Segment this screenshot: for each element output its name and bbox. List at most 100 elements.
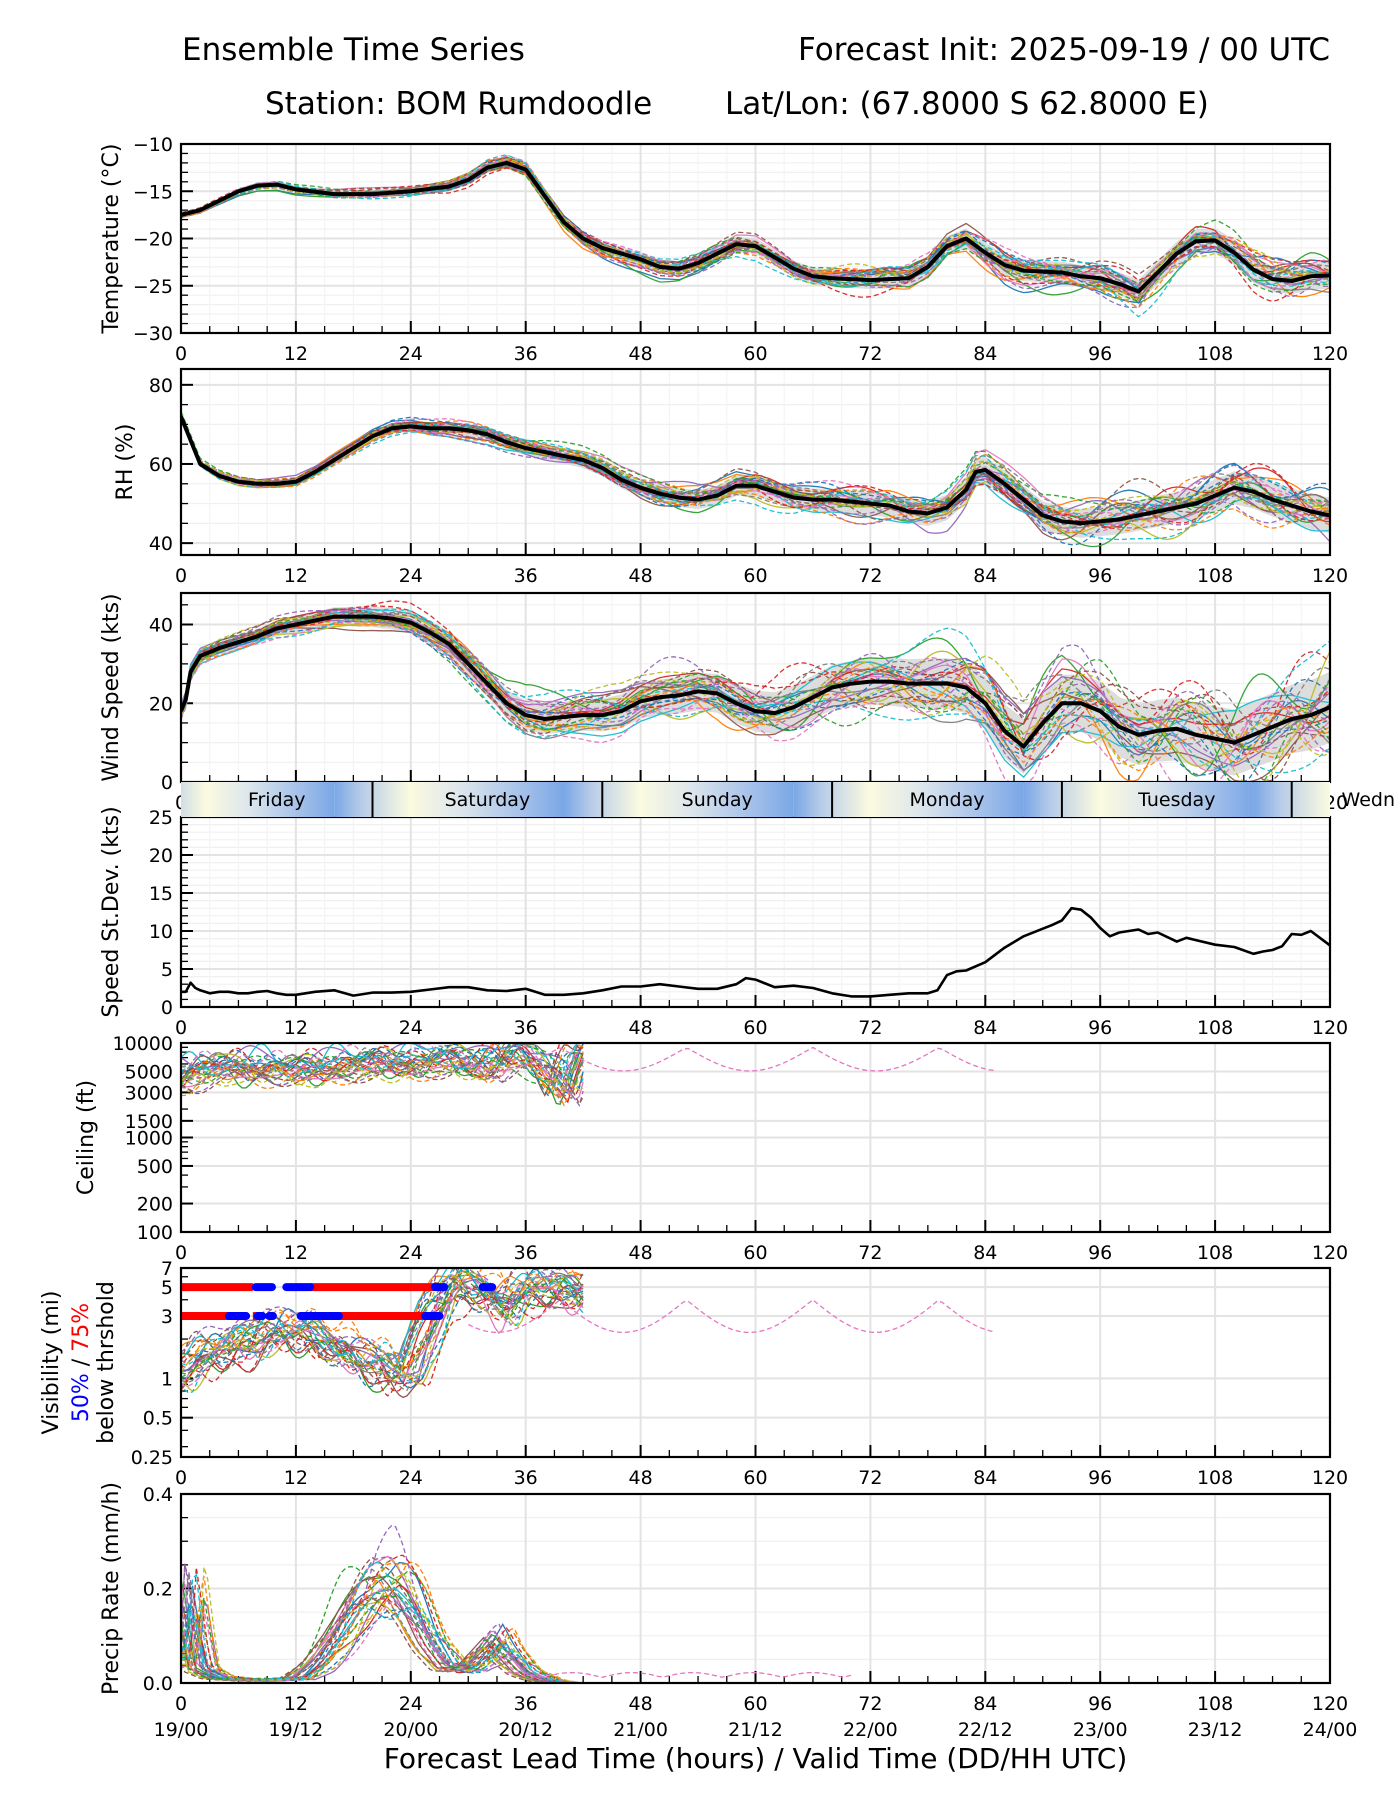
ytick-label: 5 — [161, 959, 173, 981]
member-line — [181, 1043, 584, 1098]
member-line — [181, 1571, 1327, 1683]
latlon-label: Lat/Lon: (67.8000 S 62.8000 E) — [725, 86, 1209, 122]
xtick-label: 108 — [1197, 1017, 1233, 1039]
ytick-label: −20 — [133, 229, 173, 251]
ytick-label: 25 — [149, 807, 173, 829]
ytick-label: 20 — [149, 845, 173, 867]
member-line — [181, 1566, 1327, 1683]
member-line — [181, 416, 1330, 541]
title-left: Ensemble Time Series — [182, 32, 525, 68]
xtick-label: 24 — [399, 1017, 423, 1039]
ytick-label: 200 — [137, 1194, 173, 1216]
xtick-label: 24 — [399, 1467, 423, 1489]
member-line — [181, 622, 1330, 782]
ensemble-mean-line — [181, 415, 1330, 526]
xtick-label: 36 — [514, 1467, 538, 1489]
ytick-label: 500 — [137, 1156, 173, 1178]
member-line — [181, 1043, 578, 1082]
xtick-label: 84 — [973, 1467, 997, 1489]
xtick-sublabel: 24/00 — [1303, 1719, 1358, 1741]
member-line — [468, 1299, 996, 1334]
xtick-label: 36 — [514, 565, 538, 587]
member-line — [181, 1270, 584, 1375]
member-line — [181, 1043, 584, 1084]
xtick-label: 60 — [743, 1693, 767, 1715]
member-line — [181, 615, 1330, 776]
station-label: Station: BOM Rumdoodle — [265, 86, 653, 122]
day-band: Friday Saturday Sunday Monday Tuesday Wedn — [181, 782, 1395, 817]
day-label: Friday — [248, 789, 306, 811]
ylabel-sep: / — [69, 1352, 94, 1373]
member-line — [506, 1671, 852, 1678]
ytick-label: 3 — [161, 1306, 173, 1328]
member-line — [181, 1596, 1327, 1683]
xtick-label: 0 — [175, 1467, 187, 1489]
member-line — [181, 1043, 584, 1089]
panel-visibility: 0.25 0.5 1 3 57 0 12 24 36 48 60 72 84 96 108 120 Visibi… — [39, 1258, 1348, 1489]
member-line — [181, 1561, 1327, 1683]
ytick-label: 60 — [149, 454, 173, 476]
member-line — [181, 161, 1330, 289]
ylabel: RH (%) — [113, 424, 138, 501]
xtick-label: 12 — [284, 1242, 308, 1264]
xtick-label: 84 — [973, 1017, 997, 1039]
panel-precip_rate: 0.0 0.2 0.4 0 19/00 12 19/12 24 20/00 36 20/12 48 21… — [99, 1482, 1357, 1775]
member-line — [181, 608, 1330, 751]
member-line — [181, 162, 1330, 298]
panel-wind_speed: 0204001224364860728496108120Wind Speed (… — [99, 591, 1348, 814]
ylabel-50pct: 50% — [69, 1373, 94, 1422]
ytick-label: 7 — [161, 1258, 173, 1280]
xtick-sublabel: 23/12 — [1188, 1719, 1243, 1741]
member-line — [181, 417, 1330, 541]
member-line — [181, 616, 1330, 745]
ylabel: Visibility (mi) — [39, 1291, 64, 1435]
ytick-label: 20 — [149, 693, 173, 715]
xtick-label: 108 — [1197, 565, 1233, 587]
xtick-label: 72 — [858, 1242, 882, 1264]
xtick-label: 0 — [175, 1017, 187, 1039]
xtick-label: 36 — [514, 343, 538, 365]
xtick-label: 12 — [284, 1017, 308, 1039]
xtick-label: 84 — [973, 565, 997, 587]
xtick-label: 12 — [284, 1693, 308, 1715]
member-line — [181, 156, 1330, 309]
xtick-sublabel: 19/00 — [154, 1719, 209, 1741]
member-line — [181, 1554, 1327, 1683]
member-line — [181, 1268, 584, 1366]
ylabel: Precip Rate (mm/h) — [99, 1482, 124, 1695]
member-line — [181, 154, 1330, 318]
member-line — [181, 1587, 1327, 1683]
xtick-label: 0 — [175, 1693, 187, 1715]
xtick-label: 60 — [743, 1467, 767, 1489]
xtick-label: 24 — [399, 565, 423, 587]
ytick-label: −30 — [133, 323, 173, 345]
member-line — [181, 607, 1330, 771]
day-cell-friday — [181, 782, 335, 817]
xtick-label: 72 — [858, 1467, 882, 1489]
ylabel: Ceiling (ft) — [74, 1080, 99, 1195]
member-line — [181, 613, 1330, 782]
member-line — [181, 1270, 584, 1385]
member-line — [181, 1603, 1327, 1683]
member-line — [181, 1575, 1327, 1683]
member-line — [181, 416, 1330, 529]
panel-rh: 40 60 80 0 12 24 36 48 60 72 84 96 108 120 RH (%) — [113, 367, 1348, 587]
ytick-label: 0.4 — [143, 1484, 173, 1506]
xtick-label: 108 — [1197, 1467, 1233, 1489]
day-label: Saturday — [445, 789, 531, 811]
xtick-label: 72 — [858, 1693, 882, 1715]
member-line — [181, 1587, 1327, 1683]
xtick-sublabel: 20/12 — [498, 1719, 553, 1741]
plot-area-ceiling — [181, 1043, 995, 1107]
ytick-label: 40 — [149, 615, 173, 637]
day-cell-sunday — [564, 782, 794, 817]
xtick-label: 108 — [1197, 1242, 1233, 1264]
ytick-label: 0 — [161, 997, 173, 1019]
member-line — [181, 1268, 584, 1368]
ytick-label: 3000 — [125, 1082, 173, 1104]
plot-area-wind_speed — [181, 600, 1330, 782]
xlabel: Forecast Lead Time (hours) / Valid Time … — [384, 1742, 1128, 1775]
ensemble-mean-line — [181, 614, 1330, 749]
plot-area-speed_stdev — [181, 906, 1330, 998]
